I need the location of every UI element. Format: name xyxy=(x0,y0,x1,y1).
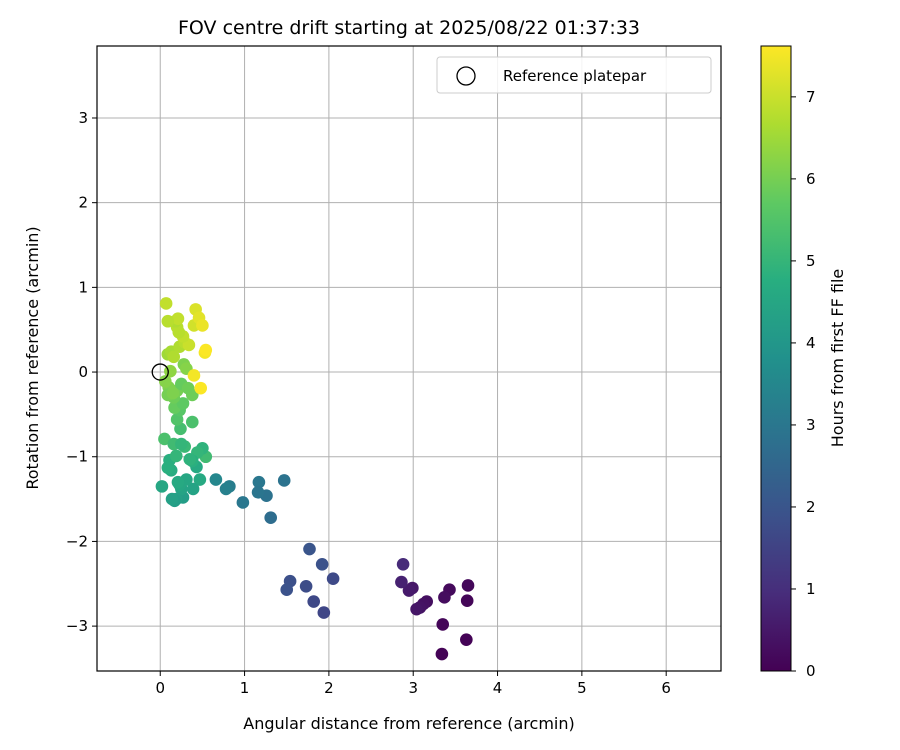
data-point xyxy=(186,482,200,496)
data-point xyxy=(251,486,265,499)
data-point xyxy=(185,415,199,429)
data-point xyxy=(307,595,321,608)
x-tick-label: 1 xyxy=(240,679,250,697)
data-point xyxy=(252,475,266,489)
colorbar-tick-label: 4 xyxy=(806,334,816,352)
data-point xyxy=(410,602,423,616)
chart-title: FOV centre drift starting at 2025/08/22 … xyxy=(178,17,640,39)
colorbar xyxy=(760,45,792,672)
data-point xyxy=(166,386,180,400)
reference-platepar-marker xyxy=(151,363,169,381)
data-points xyxy=(155,297,475,661)
data-point xyxy=(461,579,475,592)
data-point xyxy=(176,397,190,410)
data-point xyxy=(169,449,183,463)
y-tick-label: 0 xyxy=(78,363,88,381)
colorbar-tick-label: 6 xyxy=(806,170,816,188)
data-point xyxy=(395,575,408,589)
data-point xyxy=(299,580,313,593)
y-tick-label: 1 xyxy=(78,278,88,296)
plot-frame xyxy=(96,45,722,672)
legend-marker xyxy=(456,66,476,86)
data-point xyxy=(187,369,201,382)
y-tick-label: −2 xyxy=(66,532,88,550)
x-tick-label: 0 xyxy=(155,679,165,697)
x-tick-label: 3 xyxy=(408,679,418,697)
data-point xyxy=(402,584,416,597)
data-point xyxy=(326,572,340,585)
data-point xyxy=(436,618,450,631)
y-tick-label: 3 xyxy=(78,109,88,127)
x-tick-label: 2 xyxy=(324,679,334,697)
data-point xyxy=(199,343,213,357)
data-point xyxy=(435,647,449,661)
x-axis-label: Angular distance from reference (arcmin) xyxy=(243,714,574,733)
x-tick-label: 4 xyxy=(493,679,503,697)
legend-label: Reference platepar xyxy=(503,67,647,85)
y-axis-label: Rotation from reference (arcmin) xyxy=(23,226,42,489)
data-point xyxy=(396,557,410,571)
data-point xyxy=(264,511,278,525)
data-point xyxy=(158,432,171,446)
data-point xyxy=(236,496,250,509)
data-point xyxy=(209,473,223,486)
colorbar-tick-label: 2 xyxy=(806,498,816,516)
y-tick-label: −1 xyxy=(66,448,88,466)
colorbar-tick-label: 3 xyxy=(806,416,816,434)
y-tick-label: −3 xyxy=(66,617,88,635)
data-point xyxy=(185,388,199,402)
legend-box xyxy=(436,56,712,94)
data-point xyxy=(167,350,181,364)
data-point xyxy=(277,474,291,487)
data-point xyxy=(196,319,209,332)
x-tick-label: 5 xyxy=(577,679,587,697)
data-point xyxy=(159,375,172,388)
data-point xyxy=(438,591,451,604)
data-point xyxy=(155,480,169,493)
colorbar-ticks: 0 1 2 3 4 5 6 7 xyxy=(791,88,816,680)
data-point xyxy=(165,492,179,506)
grid xyxy=(97,46,721,671)
colorbar-label: Hours from first FF file xyxy=(828,269,847,448)
data-point xyxy=(460,594,474,608)
y-axis-ticks: −3 −2 −1 0 1 2 3 xyxy=(66,109,97,635)
data-point xyxy=(317,606,331,619)
legend: Reference platepar xyxy=(436,56,712,94)
data-point xyxy=(175,437,188,451)
data-point xyxy=(183,452,197,466)
data-point xyxy=(219,482,233,496)
data-point xyxy=(193,473,207,486)
data-point xyxy=(460,633,473,646)
data-point xyxy=(280,583,294,596)
colorbar-tick-label: 1 xyxy=(806,580,816,598)
x-axis-ticks: 0 1 2 3 4 5 6 xyxy=(155,671,671,697)
data-point xyxy=(159,297,173,310)
data-point xyxy=(171,312,185,325)
colorbar-tick-label: 7 xyxy=(806,88,816,106)
data-point xyxy=(171,475,185,489)
colorbar-tick-label: 5 xyxy=(806,252,816,270)
data-point xyxy=(161,461,175,475)
x-tick-label: 6 xyxy=(661,679,671,697)
data-point xyxy=(161,314,175,328)
y-tick-label: 2 xyxy=(78,194,88,212)
data-point xyxy=(303,542,316,556)
colorbar-tick-label: 0 xyxy=(806,662,816,680)
data-point xyxy=(315,557,329,571)
data-point xyxy=(194,381,208,395)
